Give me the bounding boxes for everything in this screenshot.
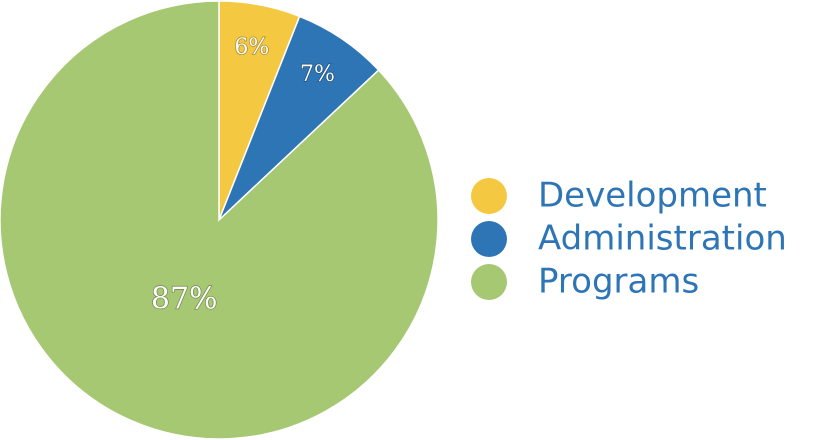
slice-label-administration: 7% xyxy=(300,62,335,87)
slice-label-programs: 87% xyxy=(151,281,218,316)
legend-item-administration: Administration xyxy=(471,219,787,259)
pie-slice-programs xyxy=(0,0,439,440)
legend-label-development: Development xyxy=(538,176,767,216)
pie-slice-labels: 6% 7% 87% xyxy=(150,34,335,317)
legend-label-administration: Administration xyxy=(538,219,787,259)
legend-swatch-administration xyxy=(471,221,507,257)
legend-label-programs: Programs xyxy=(538,262,699,302)
pie-slices xyxy=(0,0,439,440)
legend-swatch-programs xyxy=(471,264,507,300)
legend-item-development: Development xyxy=(471,176,767,216)
legend-swatch-development xyxy=(471,178,507,214)
legend-item-programs: Programs xyxy=(471,262,699,302)
slice-label-development: 6% xyxy=(234,35,269,60)
